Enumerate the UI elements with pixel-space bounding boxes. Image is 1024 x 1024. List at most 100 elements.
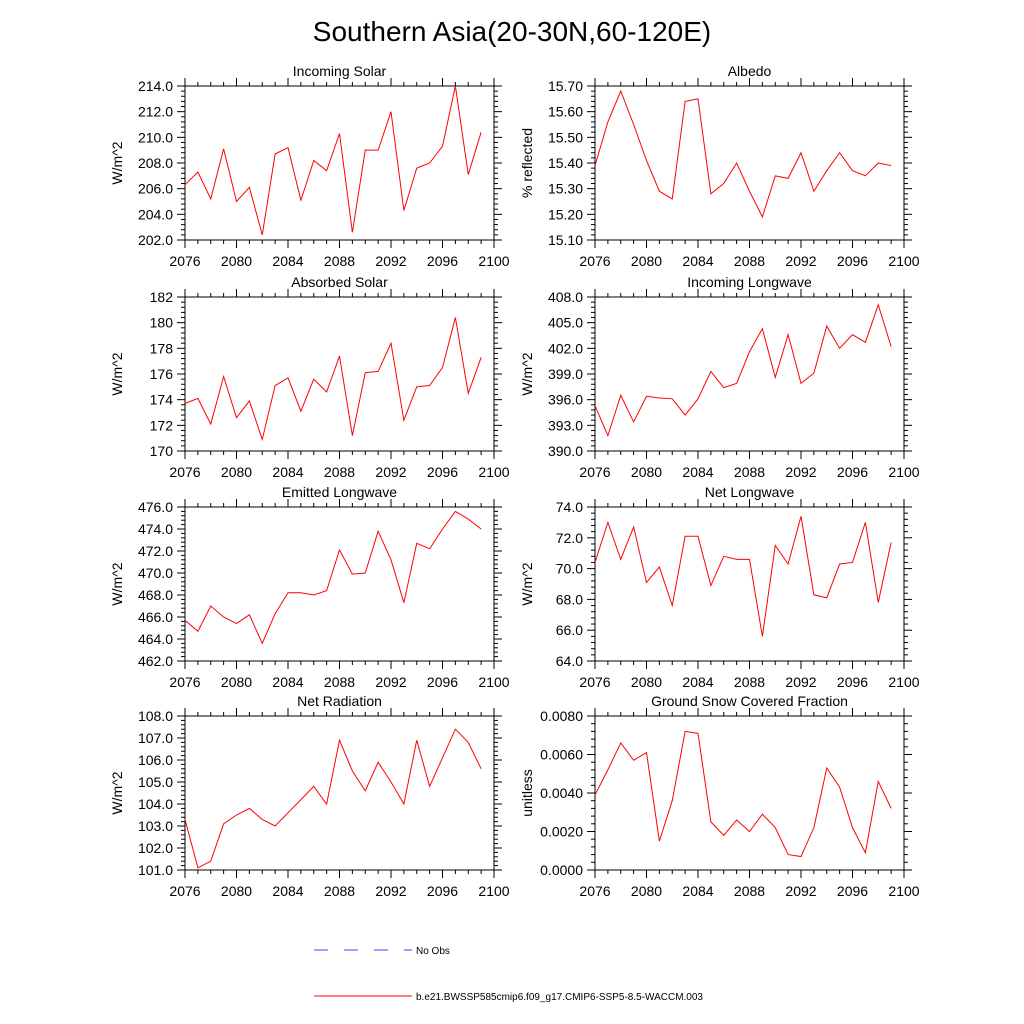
x-tick-label: 2088 [324, 464, 355, 480]
panel-incoming-longwave: Incoming Longwave W/m^2 390.0 393.0 396.0 399… [519, 274, 920, 480]
plot-frame [184, 85, 495, 241]
y-axis-label: W/m^2 [519, 562, 535, 605]
x-tick-label: 2100 [888, 464, 919, 480]
y-tick-label: 393.0 [548, 417, 583, 433]
x-tick-label: 2096 [837, 253, 868, 269]
y-tick-label: 208.0 [138, 155, 173, 171]
y-tick-label: 68.0 [556, 591, 583, 607]
y-tick-label: 204.0 [138, 206, 173, 222]
panel-absorbed-solar: Absorbed Solar W/m^2 170 172 174 176 178 180 182… [109, 274, 510, 480]
x-tick-label: 2076 [169, 464, 200, 480]
y-tick-label: 390.0 [548, 443, 583, 459]
series-line [184, 510, 482, 645]
plot-frame [594, 85, 905, 241]
x-tick-label: 2092 [785, 883, 816, 899]
y-tick-label: 182 [150, 289, 174, 305]
y-tick-label: 101.0 [138, 862, 173, 878]
y-tick-label: 102.0 [138, 840, 173, 856]
series-line [184, 85, 482, 236]
y-tick-label: 212.0 [138, 104, 173, 120]
y-tick-label: 64.0 [556, 653, 583, 669]
panel-emitted-longwave: Emitted Longwave W/m^2 462.0 464.0 466.0 468.… [109, 484, 510, 690]
x-tick-label: 2076 [579, 883, 610, 899]
panel-albedo: Albedo % reflected 15.10 15.20 15.30 15.40 15.… [519, 63, 920, 269]
y-tick-label: 15.40 [548, 155, 583, 171]
y-tick-label: 104.0 [138, 796, 173, 812]
plot-frame [594, 506, 905, 662]
y-tick-label: 108.0 [138, 708, 173, 724]
x-tick-label: 2084 [682, 253, 713, 269]
y-tick-label: 103.0 [138, 818, 173, 834]
x-tick-label: 2080 [631, 253, 662, 269]
x-tick-label: 2076 [169, 674, 200, 690]
y-tick-label: 170 [150, 443, 174, 459]
x-tick-label: 2096 [427, 674, 458, 690]
y-tick-label: 464.0 [138, 631, 173, 647]
legend-label-model: b.e21.BWSSP585cmip6.f09_g17.CMIP6-SSP5-8… [416, 992, 703, 1003]
panel-title: Net Longwave [705, 484, 795, 500]
panel-net-radiation: Net Radiation W/m^2 101.0 102.0 103.0 104.0 10… [109, 693, 510, 899]
y-tick-label: 474.0 [138, 521, 173, 537]
x-tick-label: 2088 [324, 883, 355, 899]
x-tick-label: 2096 [837, 464, 868, 480]
x-tick-label: 2096 [427, 883, 458, 899]
legend: No Obs b.e21.BWSSP585cmip6.f09_g17.CMIP6… [314, 946, 703, 1003]
plot-frame [594, 715, 905, 871]
series-line [594, 730, 892, 858]
x-tick-label: 2092 [785, 674, 816, 690]
y-tick-label: 472.0 [138, 543, 173, 559]
x-tick-label: 2092 [785, 464, 816, 480]
x-tick-label: 2080 [221, 253, 252, 269]
series-line [184, 317, 482, 442]
x-tick-label: 2084 [272, 253, 303, 269]
x-tick-label: 2100 [478, 253, 509, 269]
x-tick-label: 2100 [478, 464, 509, 480]
x-tick-label: 2088 [734, 464, 765, 480]
y-axis-label: W/m^2 [109, 562, 125, 605]
y-tick-label: 468.0 [138, 587, 173, 603]
series-line [184, 728, 482, 869]
y-axis-label: unitless [519, 769, 535, 816]
x-tick-label: 2100 [888, 674, 919, 690]
y-tick-label: 176 [150, 366, 174, 382]
y-tick-label: 476.0 [138, 499, 173, 515]
panel-title: Net Radiation [297, 693, 382, 709]
y-tick-label: 72.0 [556, 530, 583, 546]
y-tick-label: 470.0 [138, 565, 173, 581]
series-line [594, 303, 892, 438]
y-tick-label: 0.0060 [540, 747, 583, 763]
x-tick-label: 2100 [888, 883, 919, 899]
x-tick-label: 2084 [682, 883, 713, 899]
y-tick-label: 214.0 [138, 78, 173, 94]
x-tick-label: 2100 [478, 883, 509, 899]
panel-title: Albedo [728, 63, 772, 79]
x-tick-label: 2076 [579, 253, 610, 269]
x-tick-label: 2092 [375, 464, 406, 480]
x-tick-label: 2088 [734, 253, 765, 269]
panels: Incoming Solar W/m^2 202.0 204.0 206.0 208.0 2… [109, 63, 920, 899]
panel-net-longwave: Net Longwave W/m^2 64.0 66.0 68.0 70.0 72.0 74.… [519, 484, 920, 690]
y-tick-label: 174 [150, 392, 174, 408]
y-tick-label: 210.0 [138, 129, 173, 145]
x-tick-label: 2096 [837, 674, 868, 690]
panel-incoming-solar: Incoming Solar W/m^2 202.0 204.0 206.0 208.0 2… [109, 63, 510, 269]
x-tick-label: 2092 [375, 883, 406, 899]
y-tick-label: 15.20 [548, 206, 583, 222]
y-tick-label: 396.0 [548, 392, 583, 408]
series-line [594, 516, 892, 637]
y-tick-label: 202.0 [138, 232, 173, 248]
x-tick-label: 2080 [221, 674, 252, 690]
x-tick-label: 2076 [579, 464, 610, 480]
y-tick-label: 178 [150, 340, 174, 356]
series-line [594, 89, 892, 219]
x-tick-label: 2084 [272, 883, 303, 899]
panel-title: Incoming Solar [293, 63, 387, 79]
y-axis-label: W/m^2 [109, 771, 125, 814]
y-tick-label: 206.0 [138, 181, 173, 197]
x-tick-label: 2076 [579, 674, 610, 690]
y-axis-label: W/m^2 [109, 352, 125, 395]
y-tick-label: 399.0 [548, 366, 583, 382]
x-tick-label: 2084 [682, 464, 713, 480]
x-tick-label: 2084 [682, 674, 713, 690]
panel-title: Ground Snow Covered Fraction [651, 693, 848, 709]
